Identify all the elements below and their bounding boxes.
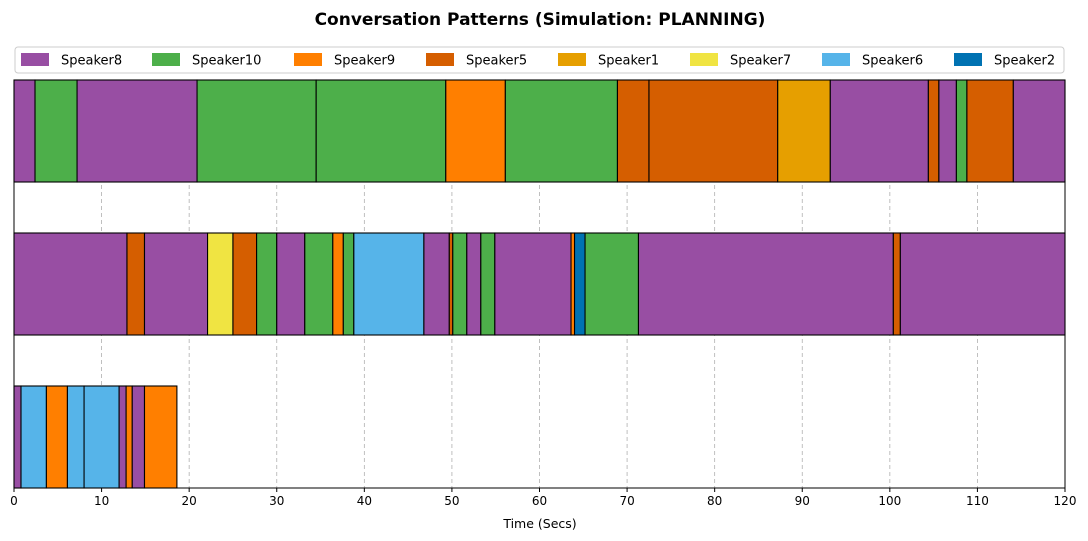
segment-speaker8 [899,232,1066,336]
legend-swatch-speaker9 [294,53,322,66]
segment-speaker8 [829,79,929,183]
segment-speaker9 [445,79,506,183]
segment-speaker6 [20,385,47,489]
legend-swatch-speaker5 [426,53,454,66]
chart-title: Conversation Patterns (Simulation: PLANN… [315,10,766,30]
segment-speaker10 [304,232,334,336]
x-tick-label-0: 0 [10,494,18,508]
segment-speaker5 [927,79,940,183]
legend-label-speaker5: Speaker5 [466,54,527,69]
legend-swatch-speaker1 [558,53,586,66]
x-tick-label-50: 50 [444,494,459,508]
segment-speaker8 [423,232,450,336]
x-axis-label: Time (Secs) [502,516,576,531]
segment-speaker8 [13,79,36,183]
segment-speaker8 [13,232,128,336]
segment-speaker9 [125,385,133,489]
segment-speaker5 [616,79,650,183]
x-tick-label-110: 110 [966,494,989,508]
legend-label-speaker8: Speaker8 [61,54,122,69]
segment-speaker6 [353,232,425,336]
legend-label-speaker9: Speaker9 [334,54,395,69]
segment-speaker1 [777,79,831,183]
segment-speaker9 [45,385,68,489]
segment-speaker6 [66,385,85,489]
timeline-rows [13,79,1066,489]
segment-speaker8 [143,232,209,336]
x-tick-label-100: 100 [878,494,901,508]
segment-speaker8 [13,385,22,489]
legend-swatch-speaker8 [21,53,49,66]
timeline-row-1 [13,79,1066,183]
segment-speaker10 [480,232,496,336]
segment-speaker9 [143,385,178,489]
segment-speaker5 [892,232,901,336]
legend-label-speaker10: Speaker10 [192,54,261,69]
x-tick-label-80: 80 [707,494,722,508]
timeline-row-3 [13,385,178,489]
x-tick-label-10: 10 [94,494,109,508]
segment-speaker8 [276,232,306,336]
segment-speaker5 [232,232,258,336]
x-tick-label-30: 30 [269,494,284,508]
segment-speaker5 [648,79,779,183]
segment-speaker10 [452,232,468,336]
legend-label-speaker6: Speaker6 [862,54,923,69]
x-axis: 0 10 20 30 40 50 60 70 80 90 100 110 120 [10,79,1077,508]
x-tick-label-60: 60 [532,494,547,508]
segment-speaker10 [584,232,640,336]
legend-label-speaker2: Speaker2 [994,54,1055,69]
x-tick-label-70: 70 [619,494,634,508]
segment-speaker10 [34,79,78,183]
legend-label-speaker7: Speaker7 [730,54,791,69]
segment-speaker5 [126,232,146,336]
legend-swatch-speaker7 [690,53,718,66]
legend-swatch-speaker10 [152,53,180,66]
segment-speaker2 [573,232,586,336]
segment-speaker8 [494,232,572,336]
legend-swatch-speaker6 [822,53,850,66]
segment-speaker8 [1012,79,1066,183]
segment-speaker10 [955,79,968,183]
x-tick-label-40: 40 [357,494,372,508]
segment-speaker10 [196,79,317,183]
segment-speaker10 [504,79,618,183]
segment-speaker7 [207,232,234,336]
legend: Speaker8 Speaker10 Speaker9 Speaker5 Speaker… [14,46,1065,74]
segment-speaker8 [76,79,198,183]
segment-speaker10 [342,232,355,336]
segment-speaker10 [315,79,447,183]
legend-label-speaker1: Speaker1 [598,54,659,69]
x-tick-label-20: 20 [182,494,197,508]
segment-speaker9 [332,232,344,336]
x-tick-label-90: 90 [795,494,810,508]
legend-frame [14,46,1065,74]
legend-swatch-speaker2 [954,53,982,66]
segment-speaker8 [938,79,957,183]
segment-speaker5 [966,79,1014,183]
timeline-row-2 [13,232,1066,336]
segment-speaker8 [118,385,127,489]
segment-speaker6 [83,385,120,489]
segment-speaker8 [466,232,482,336]
segment-speaker10 [256,232,278,336]
segment-speaker8 [131,385,146,489]
segment-speaker8 [637,232,894,336]
x-tick-label-120: 120 [1054,494,1077,508]
